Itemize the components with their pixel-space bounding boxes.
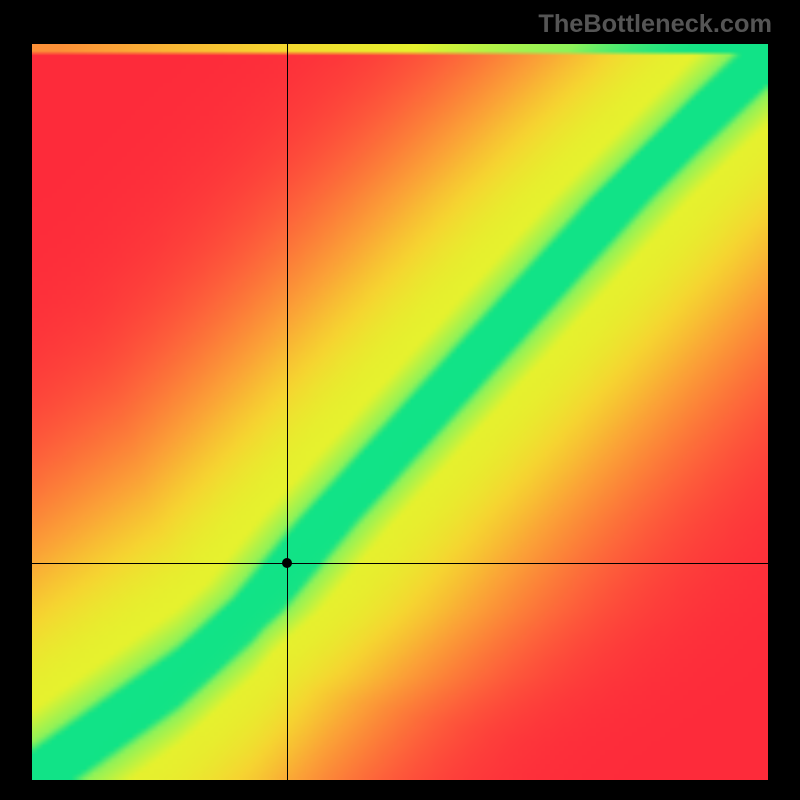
crosshair-horizontal (32, 563, 768, 564)
watermark-text: TheBottleneck.com (538, 10, 772, 39)
heatmap-canvas (32, 44, 768, 780)
crosshair-vertical (287, 44, 288, 780)
figure-container: { "figure": { "width_px": 800, "height_p… (0, 0, 800, 800)
chart-area (32, 44, 768, 780)
